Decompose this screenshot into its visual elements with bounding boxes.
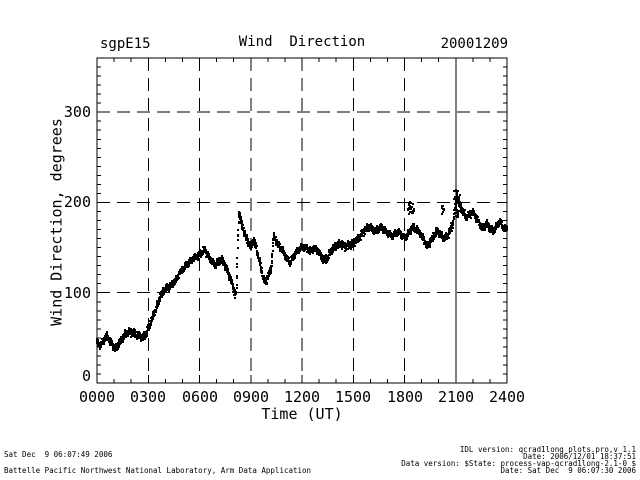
x-axis-title: Time (UT)	[261, 405, 342, 423]
y-tick-labels: 0 100 200 300	[64, 103, 91, 385]
y-tick-label: 300	[64, 103, 91, 121]
y-tick-label: 200	[64, 193, 91, 211]
x-tick-label: 0900	[233, 388, 269, 406]
date-label: 20001209	[440, 36, 508, 52]
x-tick-labels: 0000 0300 0600 0900 1200 1500 1800 2100 2400	[79, 388, 525, 406]
y-tick-label: 0	[82, 367, 91, 385]
x-tick-label: 2100	[438, 388, 474, 406]
grid-lines	[97, 58, 507, 383]
plot-title: Wind Direction	[238, 34, 366, 50]
x-axis-title: Time (UT)	[261, 405, 342, 423]
tick-marks	[96, 57, 508, 384]
x-tick-label: 0600	[182, 388, 218, 406]
x-tick-label: 1500	[335, 388, 371, 406]
organization-line: Battelle Pacific Northwest National Labo…	[4, 466, 312, 475]
site-label: sgpE15	[100, 36, 151, 52]
plot-generated-timestamp: Sat Dec 9 06:07:49 2006	[4, 450, 113, 459]
data-date-line: Date: Sat Dec 9 06:07:30 2006	[500, 466, 636, 475]
data-version-line: Data version: $State: process-vap-qcrad1…	[401, 459, 636, 468]
x-tick-label: 0300	[130, 388, 166, 406]
x-tick-label: 1200	[284, 388, 320, 406]
x-tick-label: 2400	[489, 388, 525, 406]
x-tick-label: 0000	[79, 388, 115, 406]
scatter-points	[96, 189, 508, 352]
y-tick-label: 100	[64, 284, 91, 302]
x-tick-label: 1800	[387, 388, 423, 406]
idl-version-line: IDL version: qcrad1long_plots.pro,v 1.1	[459, 445, 636, 454]
data-series	[96, 189, 508, 352]
idl-version-date-line: Date: 2006/12/01 18:37:51	[523, 452, 636, 461]
